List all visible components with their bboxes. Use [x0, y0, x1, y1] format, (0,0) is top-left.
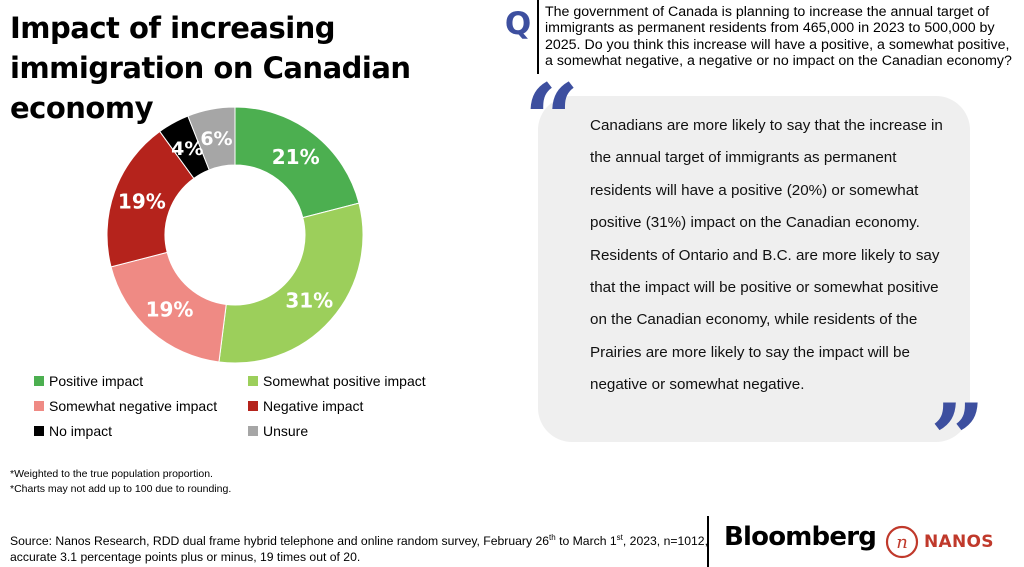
footnotes: *Weighted to the true population proport…: [10, 467, 410, 497]
source-mid: to March 1: [555, 534, 617, 549]
page-title: Impact of increasing immigration on Cana…: [10, 11, 411, 125]
data-label-unsure: 6%: [200, 128, 232, 150]
legend-swatch: [34, 376, 44, 386]
legend-label: Somewhat negative impact: [49, 398, 218, 414]
legend-label: No impact: [49, 423, 113, 439]
footnote: *Charts may not add up to 100 due to rou…: [10, 483, 232, 495]
data-label-somewhat-negative: 19%: [146, 297, 194, 321]
legend-label: Unsure: [263, 423, 309, 439]
donut-slices: [106, 106, 364, 364]
donut-chart: 21% 31% 19% 19% 4%6%: [106, 106, 364, 364]
close-quote-icon: ”: [930, 383, 986, 496]
donut-slice-somewhat-positive: [218, 202, 364, 364]
legend-label: Negative impact: [263, 398, 364, 414]
legend-item-unsure: Unsure: [248, 423, 308, 439]
donut-slice-somewhat-negative: [110, 251, 227, 363]
data-label-negative: 19%: [118, 189, 166, 213]
donut-slice-unsure: [187, 106, 236, 171]
legend-item-negative: Negative impact: [248, 398, 363, 414]
legend-item-no-impact: No impact: [34, 423, 112, 439]
legend-item-positive: Positive impact: [34, 373, 143, 389]
question-label: Q: [504, 6, 532, 42]
open-quote-icon: “: [524, 63, 580, 176]
bloomberg-logo: Bloomberg: [724, 522, 877, 552]
legend-label: Somewhat positive impact: [263, 373, 426, 389]
survey-question: The government of Canada is planning to …: [545, 4, 1012, 69]
donut-slice-negative: [106, 130, 195, 268]
legend-label: Positive impact: [49, 373, 144, 389]
quote-box: [538, 96, 970, 442]
data-label-no-impact: 4%: [171, 138, 203, 160]
legend-item-somewhat-positive: Somewhat positive impact: [248, 373, 426, 389]
data-label-positive: 21%: [272, 145, 320, 169]
source-prefix: Source: Nanos Research, RDD dual frame h…: [10, 534, 550, 549]
footnote: *Weighted to the true population proport…: [10, 468, 213, 480]
legend-swatch: [34, 426, 44, 436]
donut-labels: 21% 31% 19% 19% 4%6%: [118, 128, 333, 322]
source-sup: st: [616, 533, 623, 542]
legend-swatch: [248, 376, 258, 386]
question-divider: [537, 0, 539, 74]
legend-swatch: [34, 401, 44, 411]
quote-text: Canadians are more likely to say that th…: [590, 117, 943, 394]
legend-item-somewhat-negative: Somewhat negative impact: [34, 398, 217, 414]
nanos-logo-text: NANOS: [924, 532, 994, 552]
nanos-mark: n: [896, 532, 908, 553]
data-label-somewhat-positive: 31%: [285, 288, 333, 312]
source-suffix: , 2023, n=1012, accurate 3.1 percentage …: [10, 534, 708, 564]
nanos-logo-icon: n: [885, 525, 919, 559]
legend-swatch: [248, 401, 258, 411]
source-sup: th: [549, 533, 556, 542]
footer-divider: [707, 516, 709, 567]
source-note: Source: Nanos Research, RDD dual frame h…: [10, 530, 710, 566]
legend-swatch: [248, 426, 258, 436]
